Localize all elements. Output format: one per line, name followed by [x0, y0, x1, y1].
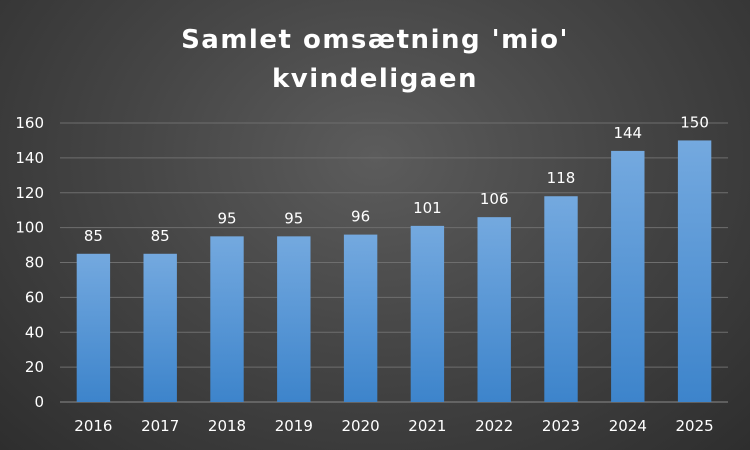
- x-tick-label: 2021: [408, 417, 446, 435]
- bar: [544, 196, 578, 402]
- x-tick-label: 2016: [74, 417, 112, 435]
- y-tick-label: 100: [15, 219, 44, 237]
- bar-value-label: 106: [480, 190, 509, 208]
- bar-value-label: 95: [284, 209, 303, 227]
- bar: [343, 234, 378, 402]
- y-axis-ticks: 0 20 40 60 80 100 120 140 160: [15, 114, 44, 411]
- bar-value-label: 144: [613, 124, 642, 142]
- y-tick-label: 120: [15, 184, 44, 202]
- bar-value-label: 96: [351, 208, 370, 226]
- x-tick-label: 2025: [676, 417, 714, 435]
- chart-title-line-1: Samlet omsætning 'mio': [181, 25, 569, 55]
- y-tick-label: 20: [25, 358, 44, 376]
- data-labels: 85 85 95 95 96 101 106 118 144 150: [84, 113, 709, 244]
- bars: [76, 140, 712, 402]
- x-axis-ticks: 2016 2017 2018 2019 2020 2021 2022 2023 2024 2025: [74, 417, 713, 435]
- bar: [143, 253, 177, 402]
- bar-value-label: 85: [151, 227, 170, 245]
- x-tick-label: 2022: [475, 417, 513, 435]
- bar: [277, 236, 311, 402]
- x-tick-label: 2018: [208, 417, 246, 435]
- bar-value-label: 101: [413, 199, 442, 217]
- chart-title-line-2: kvindeligaen: [272, 64, 478, 94]
- x-tick-label: 2019: [275, 417, 313, 435]
- bar: [477, 217, 511, 402]
- y-tick-label: 140: [15, 149, 44, 167]
- bar: [677, 140, 712, 402]
- x-tick-label: 2024: [609, 417, 647, 435]
- x-tick-label: 2017: [141, 417, 179, 435]
- y-tick-label: 0: [34, 393, 44, 411]
- y-tick-label: 80: [25, 254, 44, 272]
- x-tick-label: 2023: [542, 417, 580, 435]
- y-tick-label: 40: [25, 323, 44, 341]
- bar: [76, 253, 111, 402]
- bar: [611, 150, 645, 402]
- y-tick-label: 160: [15, 114, 44, 132]
- bar-value-label: 118: [547, 169, 576, 187]
- bar: [210, 236, 244, 402]
- y-tick-label: 60: [25, 288, 44, 306]
- bar-value-label: 95: [217, 209, 236, 227]
- x-tick-label: 2020: [342, 417, 380, 435]
- bar-value-label: 150: [680, 113, 709, 131]
- bar: [410, 225, 445, 402]
- bar-value-label: 85: [84, 227, 103, 245]
